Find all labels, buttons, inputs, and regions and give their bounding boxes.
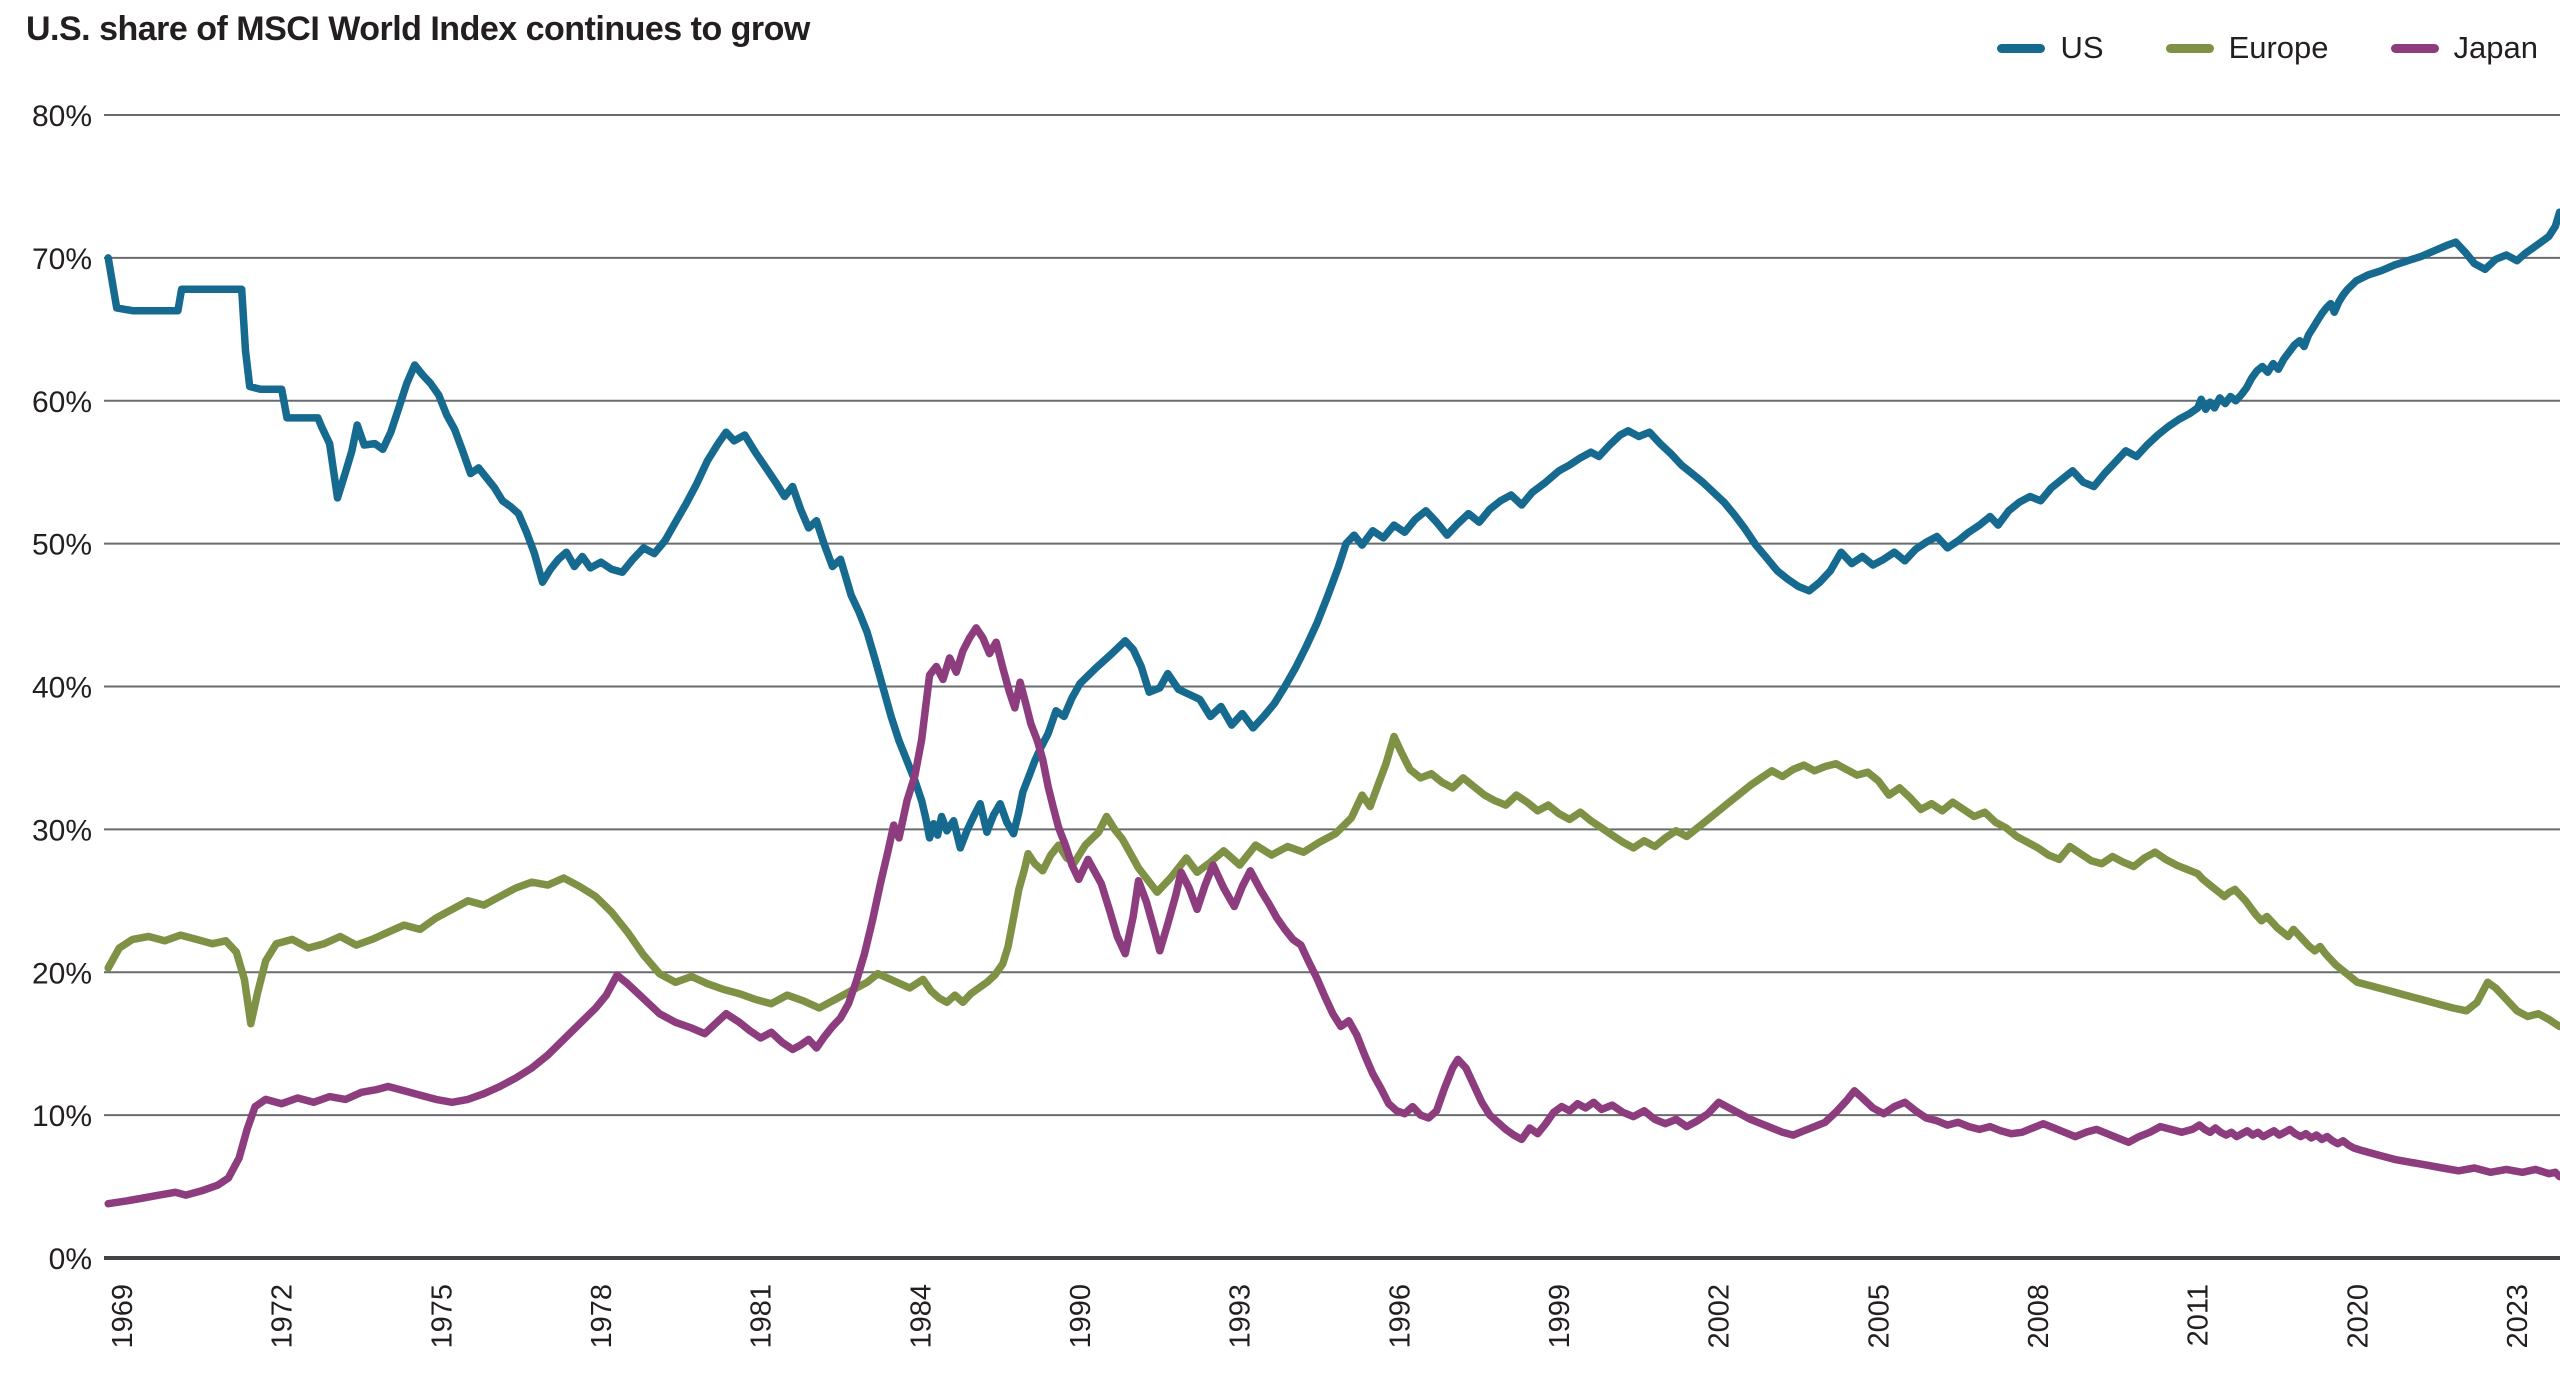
y-axis-label: 60% [32, 386, 92, 419]
legend-item-us: US [1997, 30, 2104, 66]
x-axis-label: 1993 [1225, 1284, 1257, 1349]
legend-label-europe: Europe [2228, 30, 2329, 65]
x-axis-label: 1984 [905, 1284, 937, 1349]
legend-item-japan: Japan [2390, 30, 2538, 66]
x-axis-label: 1978 [586, 1284, 618, 1349]
y-axis-label: 50% [32, 529, 92, 562]
legend-swatch-us-icon [1997, 43, 2046, 53]
x-axis-label: 2011 [2183, 1284, 2215, 1346]
legend-label-japan: Japan [2453, 30, 2538, 65]
legend-swatch-europe-icon [2165, 43, 2214, 53]
x-axis-label: 2008 [2023, 1284, 2055, 1349]
y-axis-label: 70% [32, 243, 92, 276]
legend: US Europe Japan [1997, 30, 2538, 66]
x-axis-label: 2005 [1863, 1284, 1895, 1349]
x-axis-label: 1981 [746, 1284, 778, 1349]
legend-swatch-japan-icon [2390, 43, 2439, 53]
x-axis-label: 1972 [267, 1284, 299, 1349]
x-axis-label: 1996 [1384, 1284, 1416, 1349]
y-axis-label: 10% [32, 1100, 92, 1133]
series-line-us [104, 208, 2560, 852]
series-line-europe [104, 732, 2560, 1031]
y-axis-label: 40% [32, 672, 92, 705]
x-axis-label: 2023 [2502, 1284, 2534, 1349]
x-axis-label: 1975 [426, 1284, 458, 1349]
x-axis-label: 1999 [1544, 1284, 1576, 1349]
legend-item-europe: Europe [2165, 30, 2329, 66]
x-axis-label: 1969 [107, 1284, 139, 1349]
y-axis-label: 20% [32, 957, 92, 990]
x-axis-label: 2002 [1704, 1284, 1736, 1349]
y-axis-label: 80% [32, 100, 92, 133]
chart-title: U.S. share of MSCI World Index continues… [26, 10, 810, 48]
y-axis-label: 30% [32, 814, 92, 847]
x-axis-label: 2020 [2342, 1284, 2374, 1349]
x-axis-label: 1990 [1065, 1284, 1097, 1349]
series-line-japan [104, 624, 2560, 1208]
legend-label-us: US [2060, 30, 2104, 65]
y-axis-label: 0% [49, 1243, 92, 1276]
